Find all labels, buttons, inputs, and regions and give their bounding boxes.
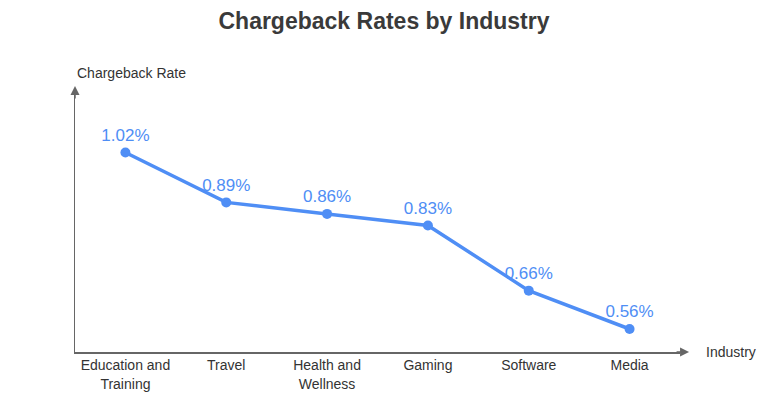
svg-text:Education andTraining: Education andTraining bbox=[81, 357, 171, 391]
svg-text:Chargeback Rates by Industry: Chargeback Rates by Industry bbox=[218, 8, 549, 34]
svg-text:Health andWellness: Health andWellness bbox=[293, 357, 361, 391]
svg-text:0.86%: 0.86% bbox=[303, 187, 351, 206]
svg-text:Gaming: Gaming bbox=[403, 357, 452, 373]
svg-text:Software: Software bbox=[501, 357, 556, 373]
svg-text:Chargeback Rate: Chargeback Rate bbox=[77, 65, 186, 81]
svg-text:Media: Media bbox=[611, 357, 649, 373]
svg-text:0.66%: 0.66% bbox=[505, 264, 553, 283]
svg-text:0.56%: 0.56% bbox=[605, 302, 653, 321]
svg-text:Travel: Travel bbox=[207, 357, 245, 373]
svg-text:Industry: Industry bbox=[706, 344, 756, 360]
svg-text:1.02%: 1.02% bbox=[101, 126, 149, 145]
svg-text:0.89%: 0.89% bbox=[202, 176, 250, 195]
svg-text:0.83%: 0.83% bbox=[404, 199, 452, 218]
